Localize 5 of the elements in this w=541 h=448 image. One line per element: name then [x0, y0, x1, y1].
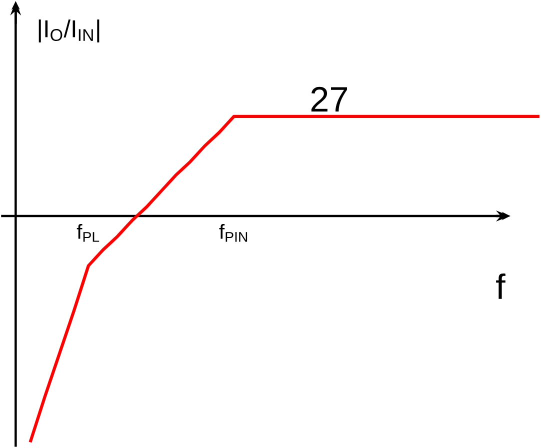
y-axis-title: |I$_{O}$/I$_{IN}$|: [38, 20, 100, 42]
annotation: 27: [311, 87, 347, 112]
x-tick-label: f$_{PIN}$: [219, 224, 248, 242]
x-axis-title: f: [496, 274, 506, 300]
x-tick-label: f$_{PL}$: [76, 224, 100, 242]
